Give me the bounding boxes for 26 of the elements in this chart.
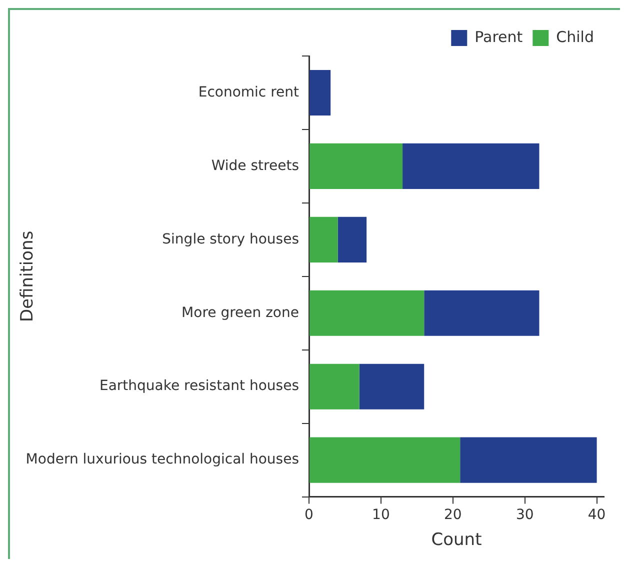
y-tick-label: Single story houses <box>162 231 299 248</box>
bar <box>310 70 331 116</box>
x-tick-label: 40 <box>588 506 606 523</box>
x-tick-label: 30 <box>516 506 534 523</box>
bar <box>338 216 367 262</box>
x-tick-label: 20 <box>444 506 462 523</box>
y-tick-label: Economic rent <box>198 84 300 100</box>
legend-label: Parent <box>474 28 523 46</box>
bar <box>310 364 360 410</box>
y-tick-label: More green zone <box>182 304 299 321</box>
y-tick-label: Earthquake resistant houses <box>100 378 299 394</box>
y-tick-label: Wide streets <box>211 158 299 174</box>
y-tick-label: Modern luxurious technological houses <box>26 452 299 468</box>
x-axis-title: Count <box>431 530 482 550</box>
bar <box>310 143 403 189</box>
x-tick-label: 0 <box>304 506 314 523</box>
bar <box>310 290 424 336</box>
bar <box>359 364 424 410</box>
bar <box>310 216 338 262</box>
bar <box>402 143 540 189</box>
y-axis-title: Definitions <box>18 230 38 322</box>
x-tick-label: 10 <box>372 506 390 523</box>
bar <box>460 437 597 483</box>
legend-label: Child <box>556 28 594 46</box>
bar <box>310 437 460 483</box>
bar <box>424 290 540 336</box>
